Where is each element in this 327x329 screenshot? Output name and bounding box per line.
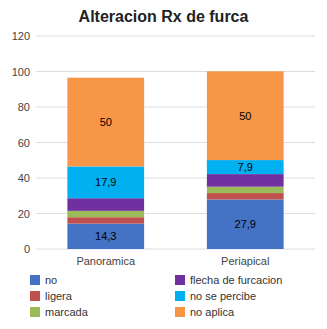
y-tick-label: 40 [18, 172, 30, 184]
bar-segment [67, 217, 144, 223]
legend-label: ligera [45, 290, 73, 302]
data-label: 50 [239, 110, 251, 122]
x-tick-label: Periapical [221, 255, 269, 267]
grid [36, 36, 315, 249]
bar-segment [207, 187, 284, 193]
data-label: 17,9 [95, 176, 116, 188]
y-tick-label: 100 [12, 66, 30, 78]
bar-segment [207, 71, 284, 160]
x-tick-label: Panoramica [76, 255, 136, 267]
bar-segment [67, 166, 144, 198]
y-tick-label: 0 [24, 243, 30, 255]
legend-swatch [30, 307, 40, 317]
chart: Alteracion Rx de furca 0 20 40 60 80 100 120 14,… [0, 0, 327, 329]
legend-label: no [45, 274, 57, 286]
title: Alteracion Rx de furca [79, 8, 249, 25]
y-tick-label: 20 [18, 208, 30, 220]
bar-segment [207, 174, 284, 187]
y-tick-label: 60 [18, 137, 30, 149]
legend: no ligera marcada flecha de furcacion no se … [30, 274, 282, 318]
grid-line [36, 36, 315, 37]
data-label: 50 [100, 116, 112, 128]
bar-segment [207, 199, 284, 249]
data-label: 27,9 [235, 218, 256, 230]
data-label: 7,9 [238, 161, 253, 173]
bar-segment [207, 193, 284, 199]
legend-swatch [175, 307, 185, 317]
bar-segment [67, 211, 144, 217]
legend-swatch [175, 291, 185, 301]
bar-segment [67, 78, 144, 167]
legend-label: marcada [45, 306, 89, 318]
legend-label: no se percibe [190, 290, 256, 302]
bars [67, 71, 283, 249]
bar-segment [207, 160, 284, 174]
data-label: 14,3 [95, 230, 116, 242]
bar-segment [67, 198, 144, 211]
legend-swatch [175, 275, 185, 285]
y-tick-label: 80 [18, 101, 30, 113]
legend-label: flecha de furcacion [190, 274, 282, 286]
legend-swatch [30, 275, 40, 285]
data-labels: 14,3 27,9 17,9 7,9 50 50 [95, 110, 256, 243]
legend-label: no aplica [190, 306, 235, 318]
legend-swatch [30, 291, 40, 301]
bar-segment [67, 224, 144, 249]
chart-container: Alteracion Rx de furca 0 20 40 60 80 100 120 14,… [0, 0, 327, 329]
y-tick-label: 120 [12, 30, 30, 42]
